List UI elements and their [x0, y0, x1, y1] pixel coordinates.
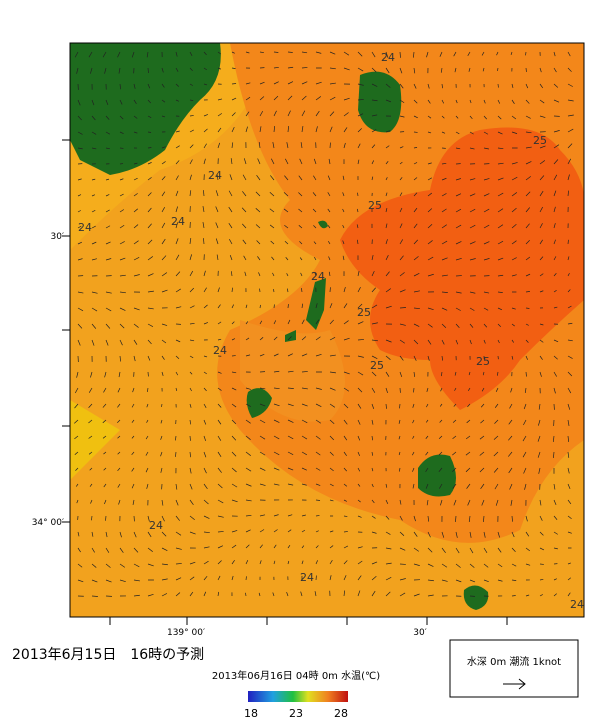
lat-label: 34° 00′ [32, 518, 64, 528]
contour-label: 24 [149, 519, 163, 532]
colorbar-title: 2013年06月16日 04時 0m 水温(℃) [212, 669, 380, 682]
island [358, 72, 401, 133]
legend-box [450, 640, 578, 697]
contour-label: 25 [368, 199, 382, 212]
contour-label: 25 [357, 306, 371, 319]
lon-label: 30′ [413, 628, 427, 638]
contour-label: 24 [311, 270, 325, 283]
current-arrow [148, 68, 149, 73]
contour-label: 24 [381, 51, 395, 64]
lat-label: 30′ [51, 232, 65, 242]
contour-label: 25 [533, 134, 547, 147]
colorbar [248, 691, 348, 702]
contour-label: 24 [213, 344, 227, 357]
contour-label: 25 [476, 355, 490, 368]
contour-label: 24 [171, 215, 185, 228]
contour-label: 24 [78, 221, 92, 234]
current-arrow [526, 372, 527, 377]
lon-label: 139° 00′ [167, 628, 205, 638]
caption: 2013年6月15日 16時の予測 [12, 647, 204, 663]
colorbar-tick: 18 [244, 707, 258, 720]
contour-label: 25 [370, 359, 384, 372]
colorbar-tick: 23 [289, 707, 303, 720]
colorbar-tick: 28 [334, 707, 348, 720]
contour-label: 24 [300, 571, 314, 584]
legend-text: 水深 0m 潮流 1knot [467, 655, 561, 668]
contour-label: 24 [570, 598, 584, 611]
contour-label: 24 [208, 169, 222, 182]
map-area: 24 25 24 24 24 25 24 25 24 25 25 24 24 24 [70, 43, 585, 617]
